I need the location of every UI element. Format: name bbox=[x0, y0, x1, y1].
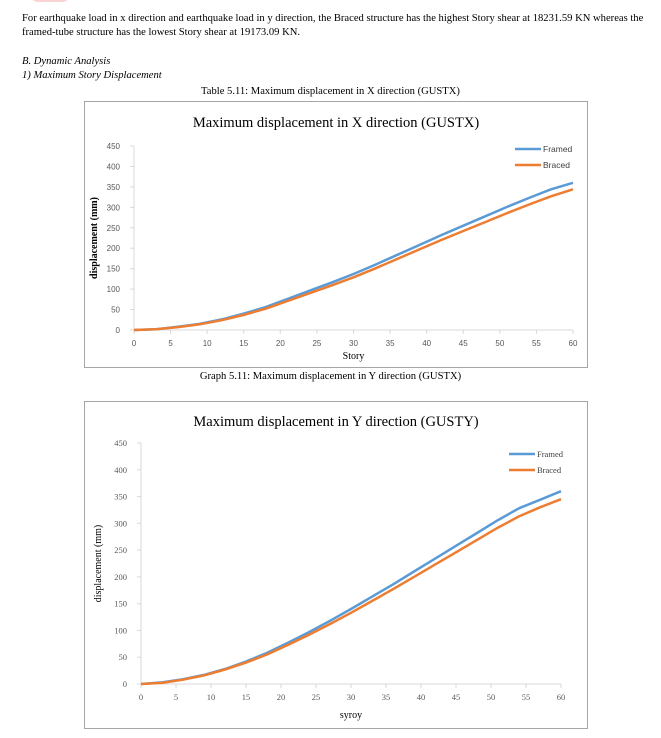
series-line-braced bbox=[140, 498, 562, 686]
y-tick-label: 450 bbox=[114, 438, 127, 448]
series-line-braced bbox=[133, 188, 574, 332]
x-tick-label: 50 bbox=[495, 339, 504, 348]
x-tick-label: 25 bbox=[312, 339, 321, 348]
body-paragraph: For earthquake load in x direction and e… bbox=[22, 13, 644, 38]
x-tick-label: 0 bbox=[132, 339, 137, 348]
legend-label-braced: Braced bbox=[543, 160, 570, 170]
x-tick-label: 40 bbox=[422, 339, 431, 348]
x-axis-label: Story bbox=[343, 351, 365, 362]
y-tick-label: 0 bbox=[123, 679, 127, 689]
y-tick-label: 400 bbox=[114, 465, 127, 475]
y-tick-label: 250 bbox=[107, 224, 121, 233]
legend-label-framed: Framed bbox=[537, 449, 564, 459]
legend-label-braced: Braced bbox=[537, 465, 562, 475]
graph-caption: Graph 5.11: Maximum displacement in Y di… bbox=[199, 371, 462, 382]
y-axis-label: displacement (mm) bbox=[89, 197, 100, 279]
x-tick-label: 25 bbox=[312, 692, 321, 702]
x-tick-label: 20 bbox=[277, 692, 286, 702]
y-axis-label: displacement (mm) bbox=[93, 525, 104, 602]
chart-title: Maximum displacement in X direction (GUS… bbox=[193, 115, 479, 131]
x-tick-label: 60 bbox=[557, 692, 566, 702]
y-tick-label: 350 bbox=[114, 492, 127, 502]
x-tick-label: 10 bbox=[207, 692, 216, 702]
x-tick-label: 5 bbox=[168, 339, 173, 348]
x-tick-label: 10 bbox=[203, 339, 212, 348]
y-tick-label: 50 bbox=[111, 306, 120, 315]
x-axis-label: syroy bbox=[340, 710, 362, 721]
y-tick-label: 350 bbox=[107, 183, 121, 192]
x-tick-label: 20 bbox=[276, 339, 285, 348]
chart-y-direction: Maximum displacement in Y direction (GUS… bbox=[93, 414, 566, 721]
y-tick-label: 200 bbox=[114, 572, 127, 582]
table-caption: Table 5.11: Maximum displacement in X di… bbox=[201, 86, 460, 97]
y-tick-label: 400 bbox=[107, 162, 121, 171]
y-tick-label: 100 bbox=[107, 285, 121, 294]
y-tick-label: 150 bbox=[114, 599, 127, 609]
y-tick-label: 0 bbox=[116, 326, 121, 335]
y-tick-label: 100 bbox=[114, 625, 127, 635]
x-tick-label: 35 bbox=[386, 339, 395, 348]
section-heading: B. Dynamic Analysis bbox=[22, 56, 111, 67]
x-tick-label: 35 bbox=[382, 692, 391, 702]
legend-label-framed: Framed bbox=[543, 144, 573, 154]
x-tick-label: 60 bbox=[569, 339, 578, 348]
y-tick-label: 200 bbox=[107, 244, 121, 253]
chart-x-frame: Maximum displacement in X direction (GUS… bbox=[84, 101, 588, 368]
y-tick-label: 250 bbox=[114, 545, 127, 555]
x-tick-label: 50 bbox=[487, 692, 496, 702]
y-tick-label: 300 bbox=[107, 203, 121, 212]
chart-x-direction: Maximum displacement in X direction (GUS… bbox=[89, 115, 578, 362]
x-tick-label: 5 bbox=[174, 692, 178, 702]
y-tick-label: 50 bbox=[119, 652, 128, 662]
y-tick-label: 450 bbox=[107, 142, 121, 151]
x-tick-label: 55 bbox=[522, 692, 531, 702]
x-tick-label: 15 bbox=[239, 339, 248, 348]
y-tick-label: 300 bbox=[114, 518, 127, 528]
series-line-framed bbox=[133, 181, 574, 332]
x-tick-label: 30 bbox=[349, 339, 358, 348]
x-tick-label: 0 bbox=[139, 692, 143, 702]
x-tick-label: 45 bbox=[459, 339, 468, 348]
x-tick-label: 40 bbox=[417, 692, 426, 702]
x-tick-label: 30 bbox=[347, 692, 356, 702]
x-tick-label: 15 bbox=[242, 692, 251, 702]
chart-title: Maximum displacement in Y direction (GUS… bbox=[193, 414, 478, 430]
x-tick-label: 55 bbox=[532, 339, 541, 348]
series-line-framed bbox=[140, 490, 562, 686]
decorative-arc bbox=[30, 0, 70, 2]
chart-y-frame: Maximum displacement in Y direction (GUS… bbox=[84, 401, 588, 729]
x-tick-label: 45 bbox=[452, 692, 461, 702]
y-tick-label: 150 bbox=[107, 265, 121, 274]
subsection-heading: 1) Maximum Story Displacement bbox=[22, 70, 162, 81]
